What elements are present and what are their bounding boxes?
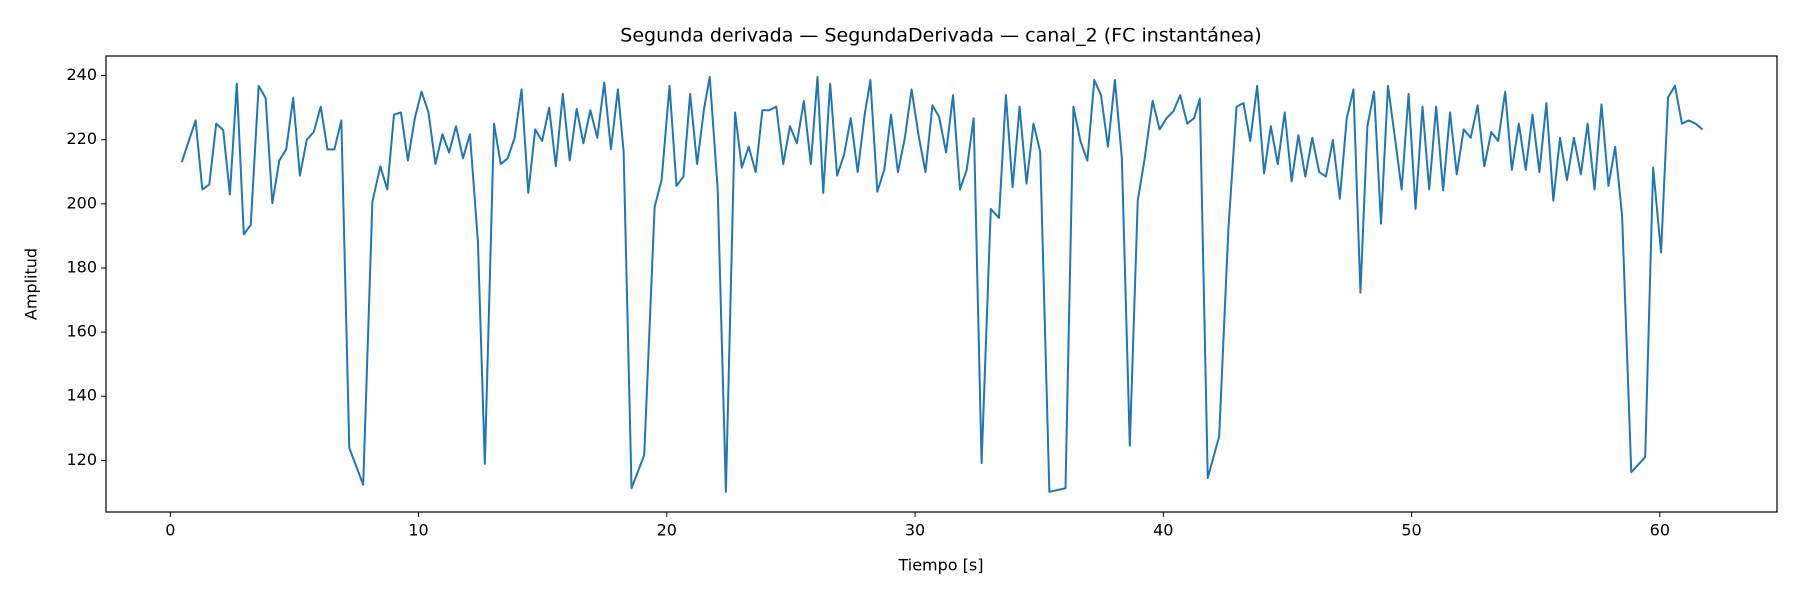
x-tick-label: 0 xyxy=(165,521,175,540)
x-tick-label: 60 xyxy=(1650,521,1670,540)
y-tick-label: 140 xyxy=(66,386,97,405)
y-tick-label: 160 xyxy=(66,322,97,341)
x-axis-label: Tiempo [s] xyxy=(897,556,983,575)
x-tick-label: 10 xyxy=(408,521,428,540)
y-tick-label: 240 xyxy=(66,65,97,84)
y-tick-label: 180 xyxy=(66,257,97,276)
x-tick-label: 20 xyxy=(657,521,677,540)
x-tick-label: 30 xyxy=(905,521,925,540)
plot-frame xyxy=(105,55,1778,513)
chart-title: Segunda derivada — SegundaDerivada — can… xyxy=(620,25,1261,47)
y-tick-label: 200 xyxy=(66,193,97,212)
x-tick-label: 40 xyxy=(1153,521,1173,540)
y-tick-label: 120 xyxy=(66,450,97,469)
y-axis-label: Amplitud xyxy=(22,248,41,320)
y-tick-label: 220 xyxy=(66,129,97,148)
x-tick-label: 50 xyxy=(1401,521,1421,540)
line-series xyxy=(180,75,1704,493)
